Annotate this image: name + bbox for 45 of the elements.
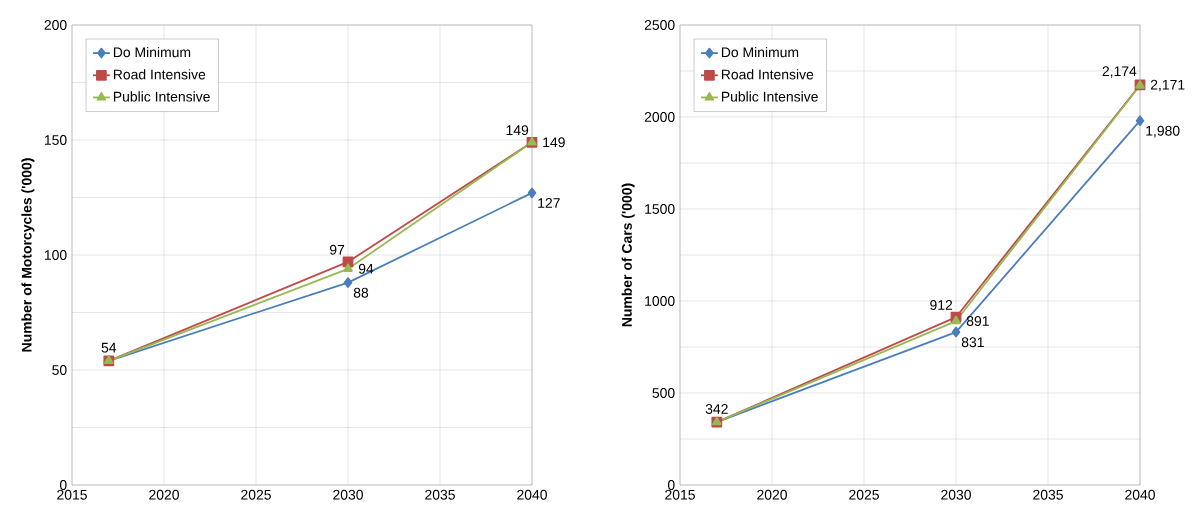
- legend-label: Road Intensive: [721, 69, 814, 80]
- x-tick-label: 2020: [757, 489, 787, 500]
- y-tick-label: 2000: [644, 112, 675, 122]
- y-tick-label: 2500: [644, 20, 675, 30]
- x-tick-label: 2040: [517, 489, 547, 500]
- data-label: 97: [329, 244, 345, 255]
- legend-label: Public Intensive: [113, 91, 210, 102]
- data-label: 912: [930, 300, 953, 310]
- y-tick-label: 0: [667, 480, 675, 490]
- y-tick-label: 1500: [645, 204, 675, 214]
- y-axis-title: Number of Motorcycles ('000): [21, 158, 35, 352]
- y-tick-label: 0: [59, 480, 67, 490]
- data-label: 891: [966, 316, 989, 326]
- data-label: 94: [358, 263, 374, 274]
- data-label: 127: [538, 198, 560, 208]
- y-axis-title: Number of Cars ('000): [621, 183, 635, 327]
- x-tick-label: 2025: [241, 489, 271, 500]
- legend-label: Road Intensive: [113, 69, 206, 80]
- x-tick-label: 2025: [849, 489, 879, 500]
- data-label: 88: [353, 287, 369, 298]
- x-tick-label: 2015: [665, 489, 695, 500]
- legend-label: Do Minimum: [721, 46, 799, 58]
- data-label: 1,980: [1146, 125, 1180, 138]
- y-tick-label: 1000: [645, 296, 675, 306]
- x-tick-label: 2030: [333, 489, 363, 500]
- x-tick-label: 2020: [149, 489, 179, 500]
- x-tick-label: 2040: [1125, 489, 1155, 500]
- x-tick-label: 2015: [57, 489, 87, 500]
- x-tick-label: 2030: [941, 489, 971, 500]
- y-tick-label: 500: [652, 388, 675, 398]
- data-label: 149: [543, 137, 565, 148]
- x-tick-label: 2035: [425, 489, 455, 500]
- y-tick-label: 200: [44, 20, 67, 30]
- data-label: 2,171: [1150, 79, 1185, 92]
- data-label: 149: [506, 125, 529, 136]
- data-label: 2,174: [1102, 66, 1137, 78]
- legend-label: Do Minimum: [113, 46, 191, 58]
- y-tick-label: 100: [44, 250, 67, 260]
- x-tick-label: 2035: [1033, 489, 1063, 500]
- data-label: 831: [961, 337, 984, 348]
- data-label: 54: [101, 342, 117, 353]
- y-tick-label: 150: [44, 135, 67, 145]
- legend-label: Public Intensive: [721, 91, 818, 102]
- y-tick-label: 50: [52, 365, 67, 375]
- data-label: 342: [705, 403, 728, 414]
